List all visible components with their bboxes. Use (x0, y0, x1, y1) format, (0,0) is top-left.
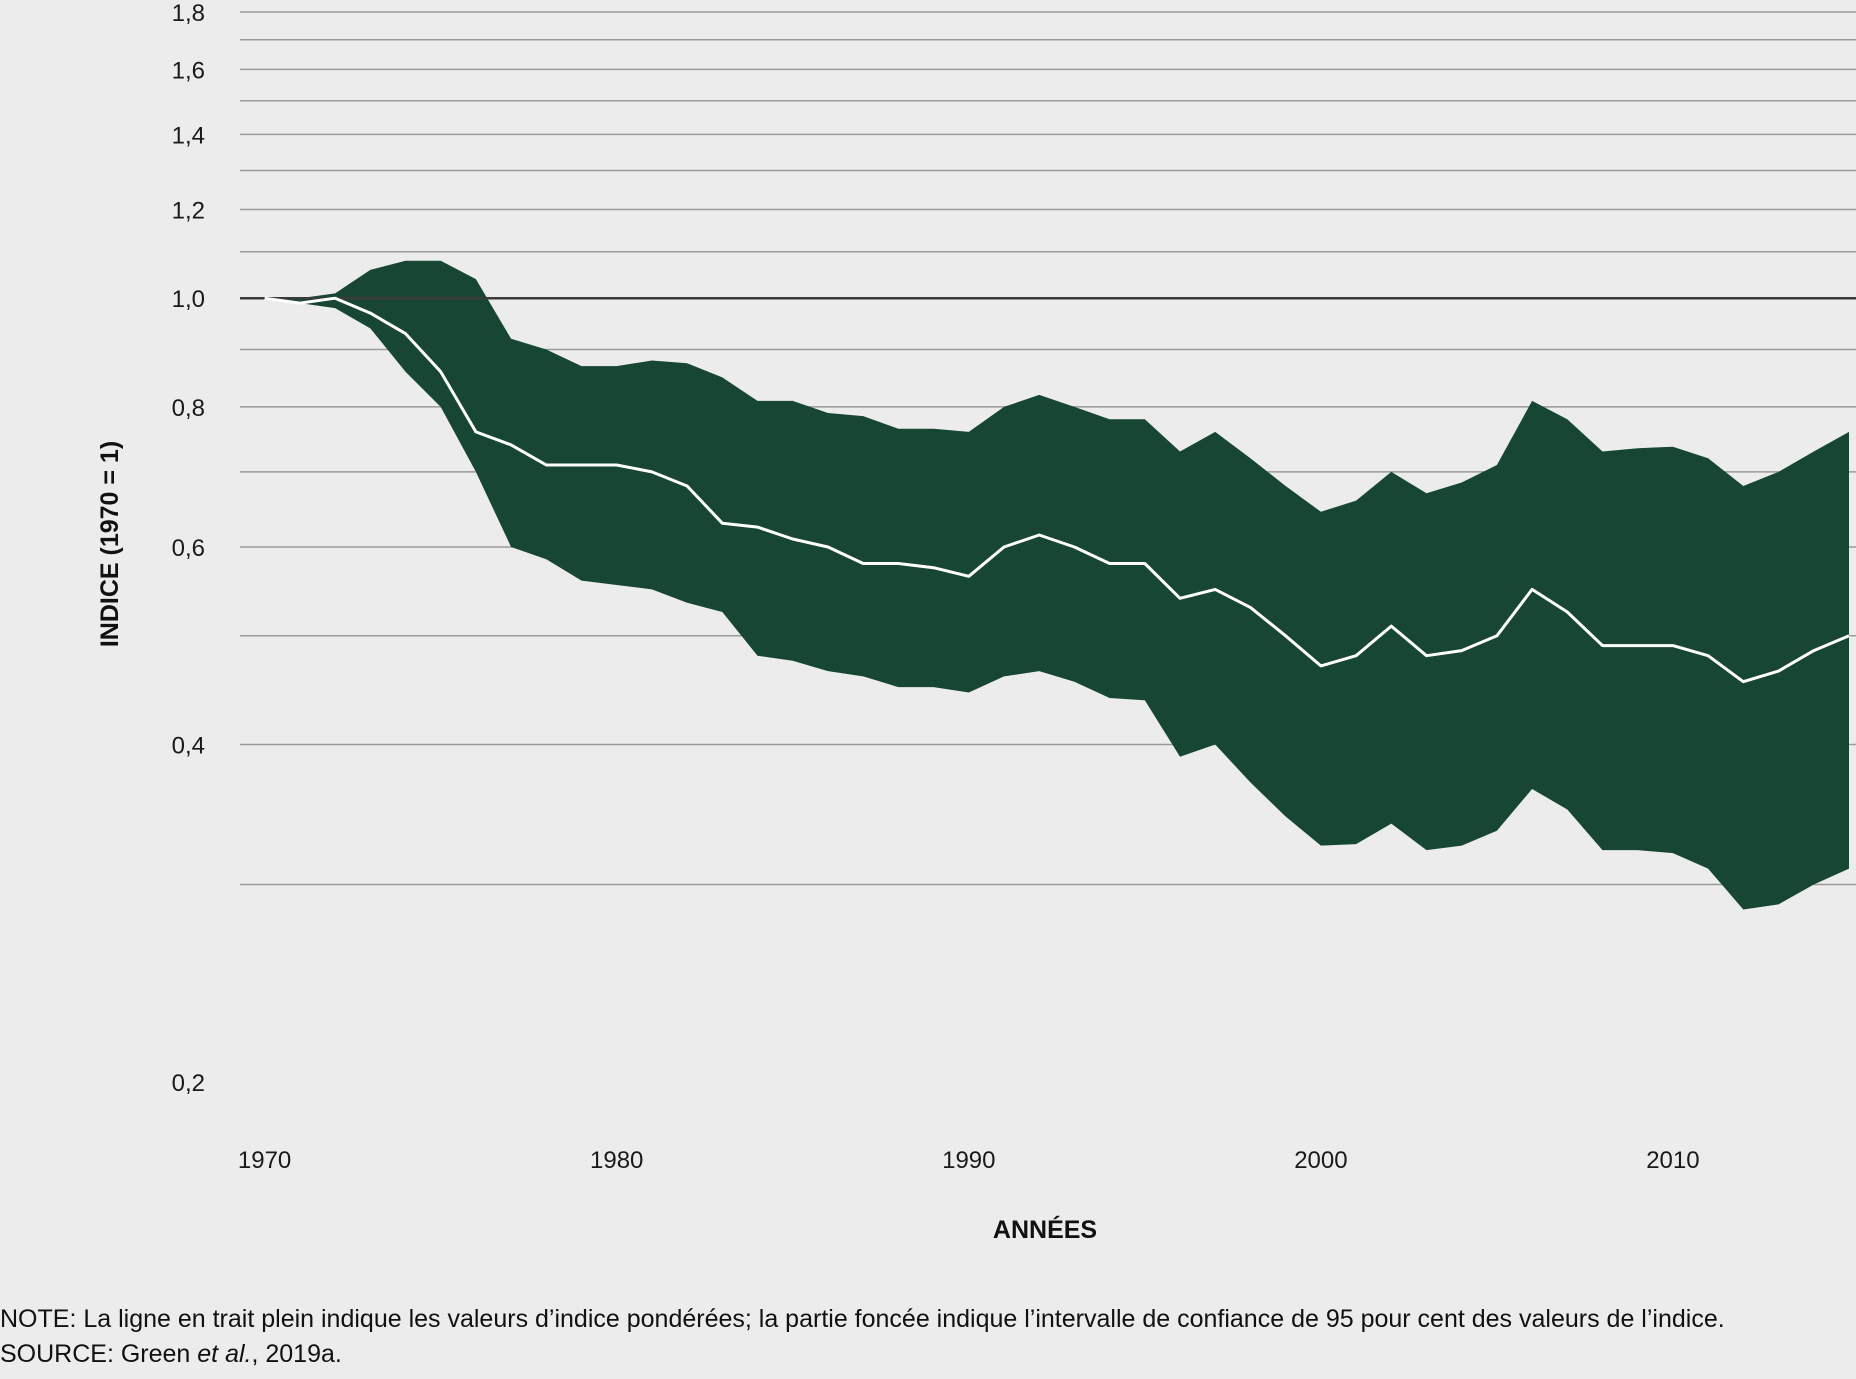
y-tick-label: 1,8 (172, 0, 205, 27)
band-layer (264, 260, 1850, 910)
source-prefix: SOURCE: Green (0, 1340, 198, 1368)
x-tick-labels: 1970 1980 1990 2000 2010 (238, 1147, 1700, 1174)
x-tick-label: 1970 (238, 1147, 291, 1174)
y-tick-label: 1,2 (172, 198, 205, 225)
y-tick-label: 1,0 (172, 286, 205, 313)
y-tick-label: 1,6 (172, 57, 205, 84)
x-tick-label: 2010 (1646, 1147, 1699, 1174)
source-suffix: , 2019a. (251, 1340, 342, 1368)
source-italic: et al. (197, 1340, 252, 1368)
source-text: SOURCE: Green et al., 2019a. (0, 1338, 342, 1370)
index-line (264, 296, 1850, 684)
x-tick-label: 2000 (1294, 1147, 1347, 1174)
y-tick-label: 0,8 (172, 395, 205, 422)
y-tick-label: 0,2 (172, 1070, 205, 1097)
note-text: NOTE: La ligne en trait plein indique le… (0, 1305, 1725, 1333)
y-tick-labels: 0,2 0,4 0,6 0,8 1,0 1,2 1,4 1,6 1,8 (172, 0, 205, 1097)
x-axis-title: ANNÉES (993, 1215, 1097, 1244)
confidence-band (264, 260, 1850, 910)
y-tick-label: 1,4 (172, 122, 205, 149)
y-axis-title: INDICE (1970 = 1) (96, 441, 124, 647)
x-tick-label: 1980 (590, 1147, 643, 1174)
y-tick-label: 0,4 (172, 733, 205, 760)
line-layer (264, 296, 1850, 684)
x-tick-label: 1990 (942, 1147, 995, 1174)
y-tick-label: 0,6 (172, 535, 205, 562)
